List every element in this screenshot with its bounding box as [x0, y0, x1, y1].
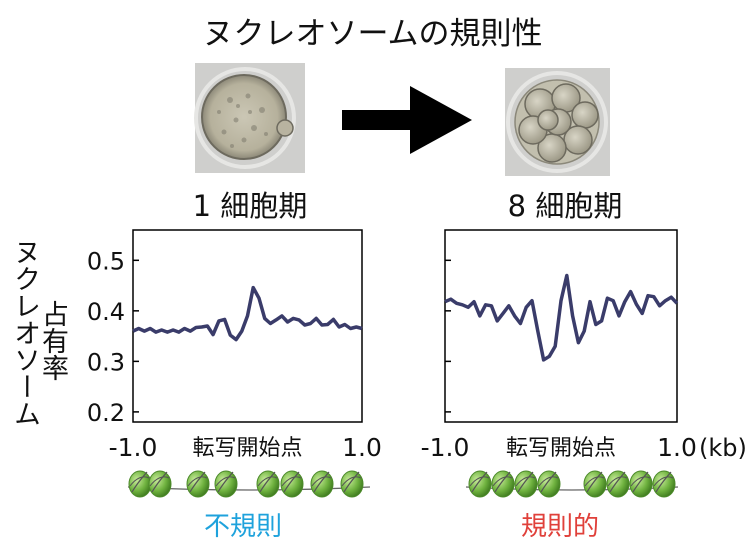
nucleosome-right-5 — [583, 470, 607, 498]
tss-label: 転写開始点 — [506, 436, 616, 461]
dna-strand — [465, 486, 679, 491]
stage-label-1-cell: 1 細胞期 — [192, 189, 308, 223]
tss-label: 転写開始点 — [192, 436, 302, 461]
dna-wrap — [311, 476, 332, 487]
one-cell-embryo-image — [194, 63, 305, 173]
dna-wrap — [609, 471, 626, 493]
dna-wrap — [259, 471, 276, 493]
caption-regular: 規則的 — [520, 512, 599, 542]
series-line — [132, 285, 363, 342]
dna-wrap — [494, 471, 511, 493]
y-tick-label: 0.5 — [87, 247, 125, 275]
dna-wrap — [469, 476, 490, 487]
arrow-icon — [342, 86, 472, 154]
x-unit-label: (kb) — [699, 434, 745, 462]
dna-wrap — [471, 471, 488, 493]
caption-irregular: 不規則 — [203, 512, 282, 542]
nucleosome-core — [606, 470, 630, 498]
chart-panel-1: 0.2 0.3 0.4 0.5 -1.0 1.0 転写開始点 — [87, 229, 382, 462]
dna-wrap — [584, 476, 605, 487]
x-tick-label: -1.0 — [109, 433, 158, 462]
nucleosome-left-5 — [256, 470, 280, 498]
dna-wrap — [189, 471, 206, 493]
y-axis-label-line1: ヌクレオソーム — [9, 238, 40, 427]
dna-wrap — [129, 476, 150, 487]
dna-wrap — [538, 476, 559, 487]
nucleosome-core — [280, 470, 304, 498]
nucleosome-core — [491, 470, 515, 498]
nucleosome-left-4 — [214, 470, 238, 498]
dna-wrap — [586, 471, 603, 493]
dna-wrap — [131, 471, 148, 493]
dna-wrap — [653, 476, 674, 487]
nucleosome-left-1 — [128, 470, 152, 498]
nucleosome-core — [310, 470, 334, 498]
dna-wrap — [257, 476, 278, 487]
y-tick-label: 0.4 — [87, 298, 125, 326]
x-tick-label: 1.0 — [657, 433, 697, 462]
nucleosome-core — [340, 470, 364, 498]
nucleosome-right-2 — [491, 470, 515, 498]
dna-wrap — [607, 476, 628, 487]
dna-wrap — [215, 476, 236, 487]
nucleosome-core — [629, 470, 653, 498]
dna-wrap — [313, 471, 330, 493]
nucleosome-core — [468, 470, 492, 498]
nucleosome-core — [514, 470, 538, 498]
y-tick-label: 0.2 — [87, 399, 125, 427]
dna-wrap — [281, 476, 302, 487]
nucleosome-left-6 — [280, 470, 304, 498]
dna-wrap — [517, 471, 534, 493]
chart-frame — [444, 229, 678, 423]
nucleosome-core — [537, 470, 561, 498]
dna-wrap — [540, 471, 557, 493]
eight-cell-embryo-image — [505, 68, 610, 176]
y-axis-label: ヌクレオソーム 占有率 — [8, 238, 68, 438]
nucleosome-core — [186, 470, 210, 498]
nucleosome-left-7 — [310, 470, 334, 498]
nucleosome-core — [256, 470, 280, 498]
nucleosome-right-6 — [606, 470, 630, 498]
dna-wrap — [655, 471, 672, 493]
nucleosome-core — [148, 470, 172, 498]
nucleosome-core — [583, 470, 607, 498]
nucleosome-right-8 — [652, 470, 676, 498]
nucleosome-right-1 — [468, 470, 492, 498]
stage-label-8-cell: 8 細胞期 — [507, 189, 623, 223]
figure-title: ヌクレオソームの規則性 — [202, 16, 543, 52]
series-line — [444, 273, 679, 362]
nucleosome-core — [128, 470, 152, 498]
nucleosome-left-3 — [186, 470, 210, 498]
nucleosome-core — [652, 470, 676, 498]
x-tick-label: -1.0 — [421, 433, 470, 462]
dna-wrap — [283, 471, 300, 493]
dna-wrap — [151, 471, 168, 493]
chart-frame — [132, 229, 363, 423]
y-tick-label: 0.3 — [87, 348, 125, 376]
x-tick-label: 1.0 — [342, 433, 382, 462]
nucleosome-left-8 — [340, 470, 364, 498]
nucleosome-right-3 — [514, 470, 538, 498]
dna-wrap — [149, 476, 170, 487]
dna-wrap — [515, 476, 536, 487]
dna-wrap — [343, 471, 360, 493]
chart-panel-2: -1.0 1.0 (kb) 転写開始点 — [421, 229, 745, 462]
nucleosome-right-4 — [537, 470, 561, 498]
dna-wrap — [632, 471, 649, 493]
dna-wrap — [217, 471, 234, 493]
nucleosome-right-7 — [629, 470, 653, 498]
dna-wrap — [187, 476, 208, 487]
dna-wrap — [630, 476, 651, 487]
dna-wrap — [492, 476, 513, 487]
nucleosome-core — [214, 470, 238, 498]
dna-wrap — [341, 476, 362, 487]
nucleosome-left-2 — [148, 470, 172, 498]
y-axis-label-line2: 占有率 — [37, 300, 68, 381]
